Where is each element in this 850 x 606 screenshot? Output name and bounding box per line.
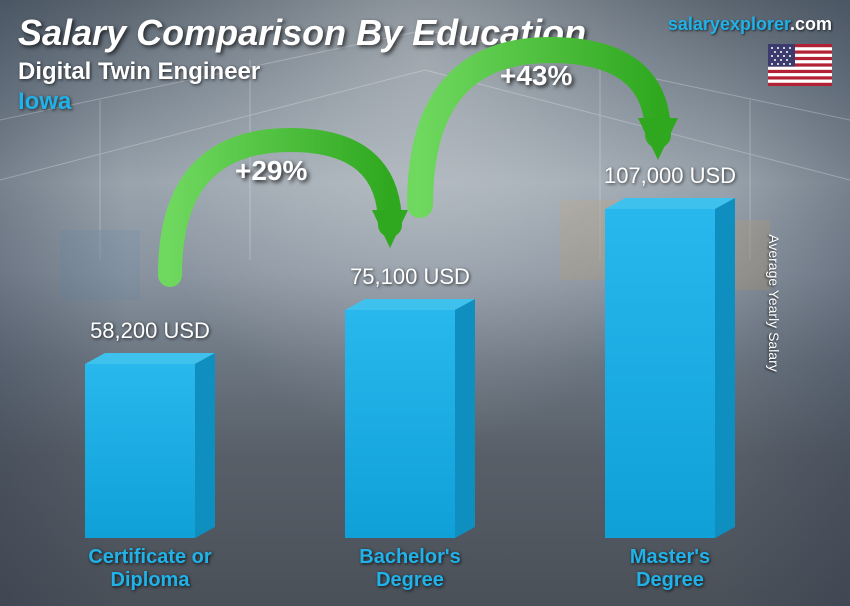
pct-increase-1: +43% (500, 60, 572, 92)
flag-icon (768, 44, 832, 86)
increase-arrow-0 (140, 110, 420, 290)
pct-increase-0: +29% (235, 155, 307, 187)
bar-category-0: Certificate or Diploma (60, 546, 240, 592)
increase-arrow-1 (390, 20, 690, 220)
brand-suffix: .com (790, 14, 832, 34)
bar-value-0: 58,200 USD (60, 318, 240, 344)
bar-category-1: Bachelor's Degree (320, 546, 500, 592)
bar-0 (85, 353, 215, 538)
bar-1 (345, 299, 475, 538)
bar-category-2: Master's Degree (580, 546, 760, 592)
bar-value-1: 75,100 USD (320, 264, 500, 290)
bar-value-2: 107,000 USD (580, 163, 760, 189)
bar-2 (605, 198, 735, 538)
brand-label: salaryexplorer.com (668, 14, 832, 35)
bar-chart: +29% +43% 58,200 USD Certificate or Dipl… (40, 130, 790, 592)
